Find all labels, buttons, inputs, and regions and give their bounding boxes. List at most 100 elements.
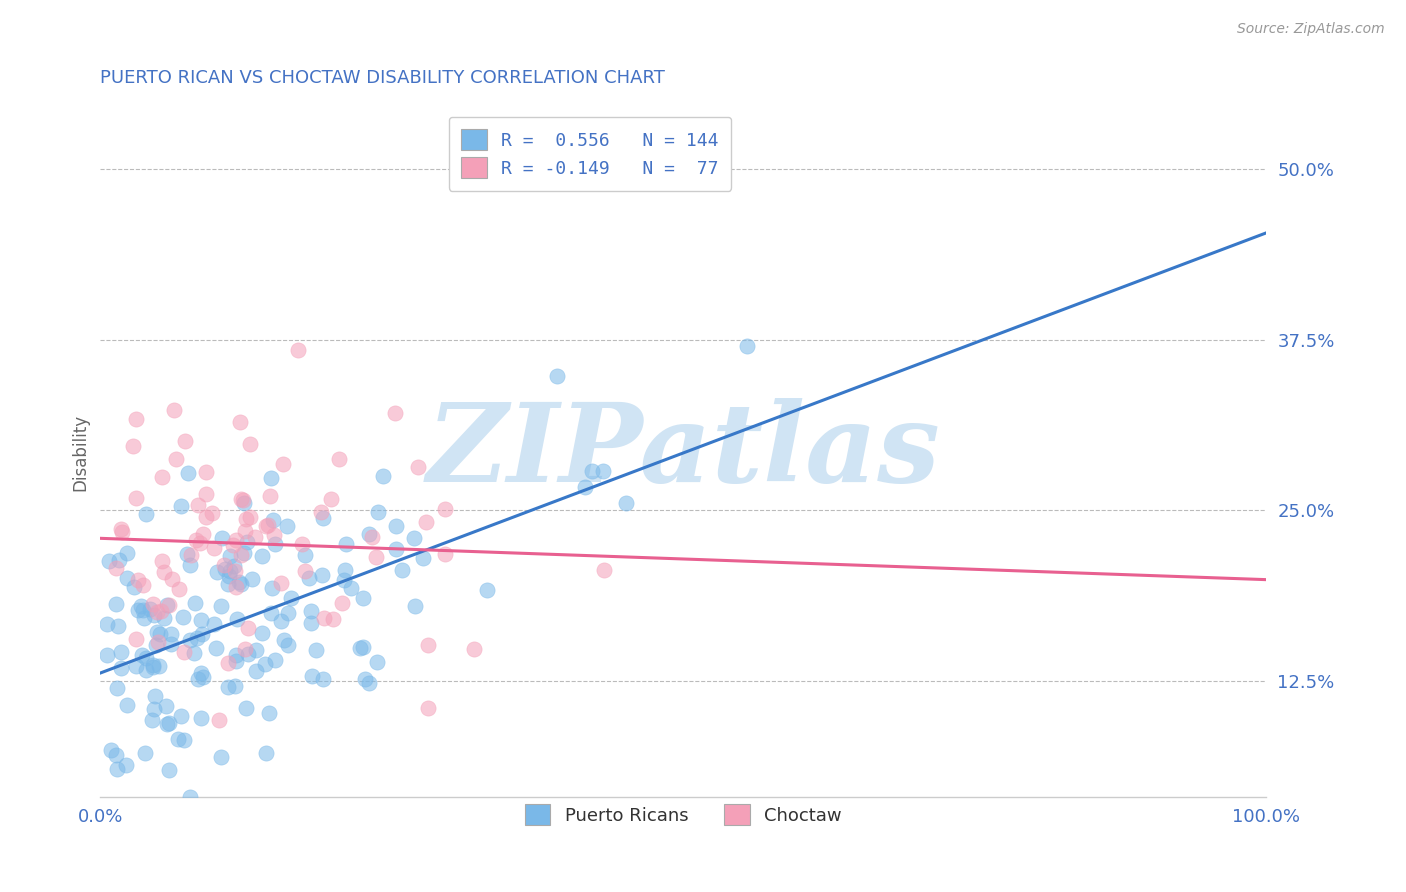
- Point: [219, 549, 242, 564]
- Point: [231, 492, 253, 507]
- Point: [235, 700, 257, 714]
- Point: [339, 581, 361, 595]
- Point: [183, 596, 205, 610]
- Point: [225, 580, 247, 594]
- Point: [201, 507, 224, 521]
- Point: [125, 491, 148, 506]
- Point: [167, 731, 190, 746]
- Point: [111, 524, 134, 539]
- Point: [157, 763, 180, 777]
- Point: [322, 612, 344, 626]
- Point: [232, 545, 254, 559]
- Point: [105, 762, 128, 776]
- Point: [141, 713, 163, 727]
- Point: [385, 519, 408, 533]
- Point: [299, 615, 322, 630]
- Point: [333, 573, 356, 587]
- Point: [294, 548, 316, 562]
- Point: [319, 491, 342, 506]
- Point: [162, 572, 184, 586]
- Point: [211, 531, 233, 545]
- Point: [190, 711, 212, 725]
- Point: [96, 648, 118, 663]
- Point: [260, 582, 283, 596]
- Point: [259, 489, 281, 503]
- Point: [132, 578, 155, 592]
- Point: [191, 527, 214, 541]
- Point: [391, 563, 413, 577]
- Point: [225, 533, 247, 547]
- Point: [142, 660, 165, 674]
- Point: [574, 480, 596, 494]
- Point: [357, 676, 380, 690]
- Point: [209, 599, 232, 613]
- Point: [115, 758, 138, 772]
- Point: [146, 605, 169, 619]
- Point: [191, 670, 214, 684]
- Point: [108, 553, 131, 567]
- Text: Source: ZipAtlas.com: Source: ZipAtlas.com: [1237, 22, 1385, 37]
- Point: [277, 606, 299, 620]
- Point: [477, 583, 499, 598]
- Point: [333, 563, 356, 577]
- Point: [254, 746, 277, 760]
- Point: [416, 700, 439, 714]
- Point: [156, 598, 179, 612]
- Point: [190, 627, 212, 641]
- Point: [270, 576, 292, 591]
- Point: [173, 434, 195, 448]
- Point: [335, 537, 357, 551]
- Point: [412, 551, 434, 566]
- Point: [256, 518, 278, 533]
- Point: [127, 603, 149, 617]
- Point: [236, 621, 259, 635]
- Point: [121, 439, 143, 453]
- Point: [245, 664, 267, 678]
- Point: [129, 599, 152, 613]
- Point: [260, 471, 283, 485]
- Point: [271, 458, 294, 472]
- Point: [212, 558, 235, 573]
- Point: [263, 528, 285, 542]
- Point: [142, 607, 165, 622]
- Point: [146, 635, 169, 649]
- Point: [218, 569, 240, 583]
- Point: [167, 582, 190, 596]
- Point: [208, 713, 231, 727]
- Point: [115, 571, 138, 585]
- Point: [134, 746, 156, 760]
- Point: [250, 625, 273, 640]
- Point: [179, 558, 201, 573]
- Point: [187, 673, 209, 687]
- Point: [328, 451, 350, 466]
- Point: [155, 699, 177, 714]
- Point: [349, 641, 371, 656]
- Point: [153, 565, 176, 579]
- Point: [254, 519, 277, 533]
- Point: [179, 632, 201, 647]
- Point: [157, 716, 180, 731]
- Point: [264, 653, 287, 667]
- Point: [225, 655, 247, 669]
- Point: [224, 564, 246, 578]
- Point: [404, 532, 426, 546]
- Point: [202, 541, 225, 555]
- Point: [148, 658, 170, 673]
- Point: [194, 487, 217, 501]
- Point: [236, 647, 259, 661]
- Point: [592, 464, 614, 478]
- Point: [125, 411, 148, 425]
- Point: [416, 638, 439, 652]
- Point: [186, 533, 208, 548]
- Point: [176, 547, 198, 561]
- Point: [233, 524, 256, 538]
- Point: [354, 672, 377, 686]
- Point: [219, 564, 242, 578]
- Point: [291, 537, 314, 551]
- Point: [299, 604, 322, 618]
- Text: ZIPatlas: ZIPatlas: [426, 399, 941, 506]
- Point: [243, 531, 266, 545]
- Point: [115, 698, 138, 713]
- Point: [239, 437, 262, 451]
- Point: [110, 645, 132, 659]
